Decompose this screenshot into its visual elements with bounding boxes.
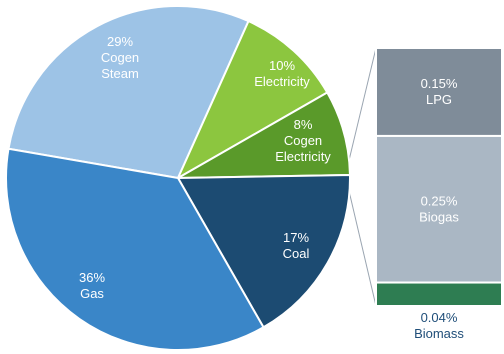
stacked-bar bbox=[375, 47, 503, 307]
pie-chart bbox=[5, 5, 351, 351]
pie-slice-label-3: 17% Coal bbox=[283, 230, 310, 261]
connector-lines bbox=[345, 47, 377, 307]
pie-slice-3 bbox=[176, 173, 351, 329]
pie-slice-label-4: 36% Gas bbox=[79, 270, 105, 301]
bar-segment-1 bbox=[375, 134, 503, 284]
bar-segment-2 bbox=[375, 281, 503, 307]
bar-segment-label-0: 0.15% LPG bbox=[421, 76, 458, 107]
connector-top bbox=[345, 47, 377, 174]
pie-slice-label-1: 10% Electricity bbox=[254, 58, 310, 89]
pie-slice-0 bbox=[7, 5, 250, 180]
pie-labels: 29% Cogen Steam 10% Electricity 8% Cogen Electr… bbox=[79, 34, 331, 301]
pie-slice-1 bbox=[175, 19, 329, 181]
connector-bottom bbox=[345, 177, 377, 307]
pie-slice-label-2: 8% Cogen Electricity bbox=[275, 117, 331, 164]
pie-slice-label-0: 29% Cogen Steam bbox=[101, 34, 139, 81]
pie-slice-4 bbox=[5, 147, 265, 351]
stacked-bar-labels: 0.15% LPG 0.25% Biogas 0.04% Biomass bbox=[414, 76, 464, 341]
bar-segment-label-1: 0.25% Biogas bbox=[419, 193, 459, 224]
bar-segment-label-2: 0.04% Biomass bbox=[414, 310, 464, 341]
